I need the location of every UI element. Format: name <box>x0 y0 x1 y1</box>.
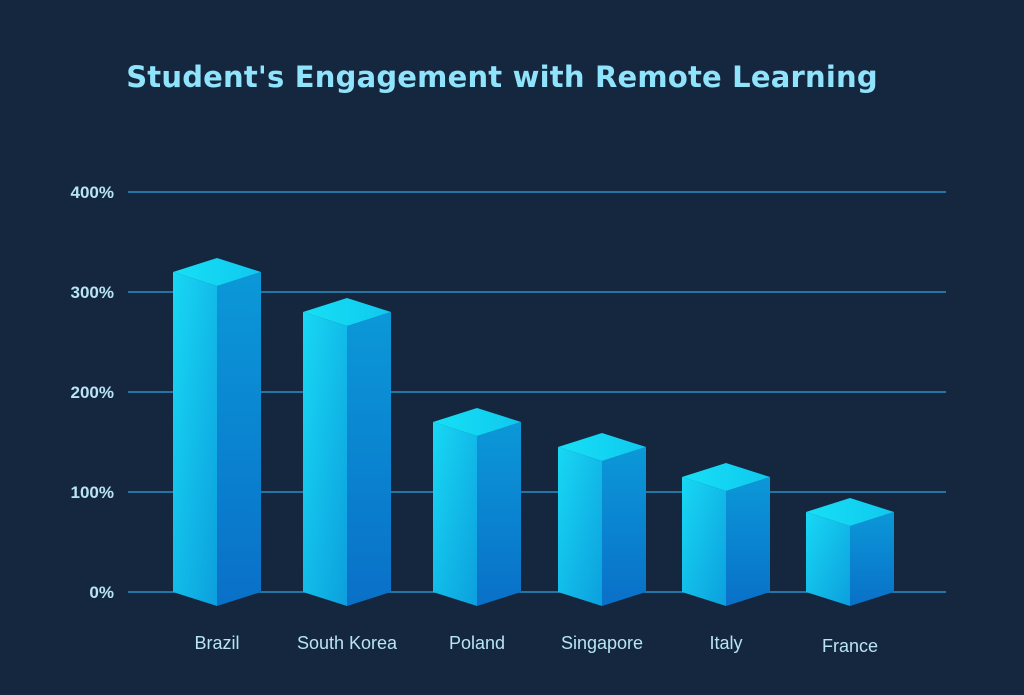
y-tick-label: 100% <box>71 483 114 502</box>
x-tick-label: Singapore <box>561 633 643 653</box>
bar-poland <box>433 408 521 606</box>
x-tick-label: Poland <box>449 633 505 653</box>
bar-brazil <box>173 258 261 606</box>
y-tick-label: 0% <box>89 583 114 602</box>
y-tick-label: 400% <box>71 183 114 202</box>
bar-france <box>806 498 894 606</box>
x-axis-labels: Brazil South Korea Poland Singapore Italy Fra… <box>194 633 878 656</box>
x-tick-label: Italy <box>709 633 742 653</box>
chart-title: Student's Engagement with Remote Learnin… <box>126 60 878 94</box>
bar-singapore <box>558 433 646 606</box>
x-tick-label: South Korea <box>297 633 398 653</box>
x-tick-label: Brazil <box>194 633 239 653</box>
y-tick-label: 200% <box>71 383 114 402</box>
bar-south-korea <box>303 298 391 606</box>
bar-italy <box>682 463 770 606</box>
x-tick-label: France <box>822 636 878 656</box>
y-tick-label: 300% <box>71 283 114 302</box>
bars <box>173 258 894 606</box>
y-axis-labels: 0% 100% 200% 300% 400% <box>71 183 114 602</box>
